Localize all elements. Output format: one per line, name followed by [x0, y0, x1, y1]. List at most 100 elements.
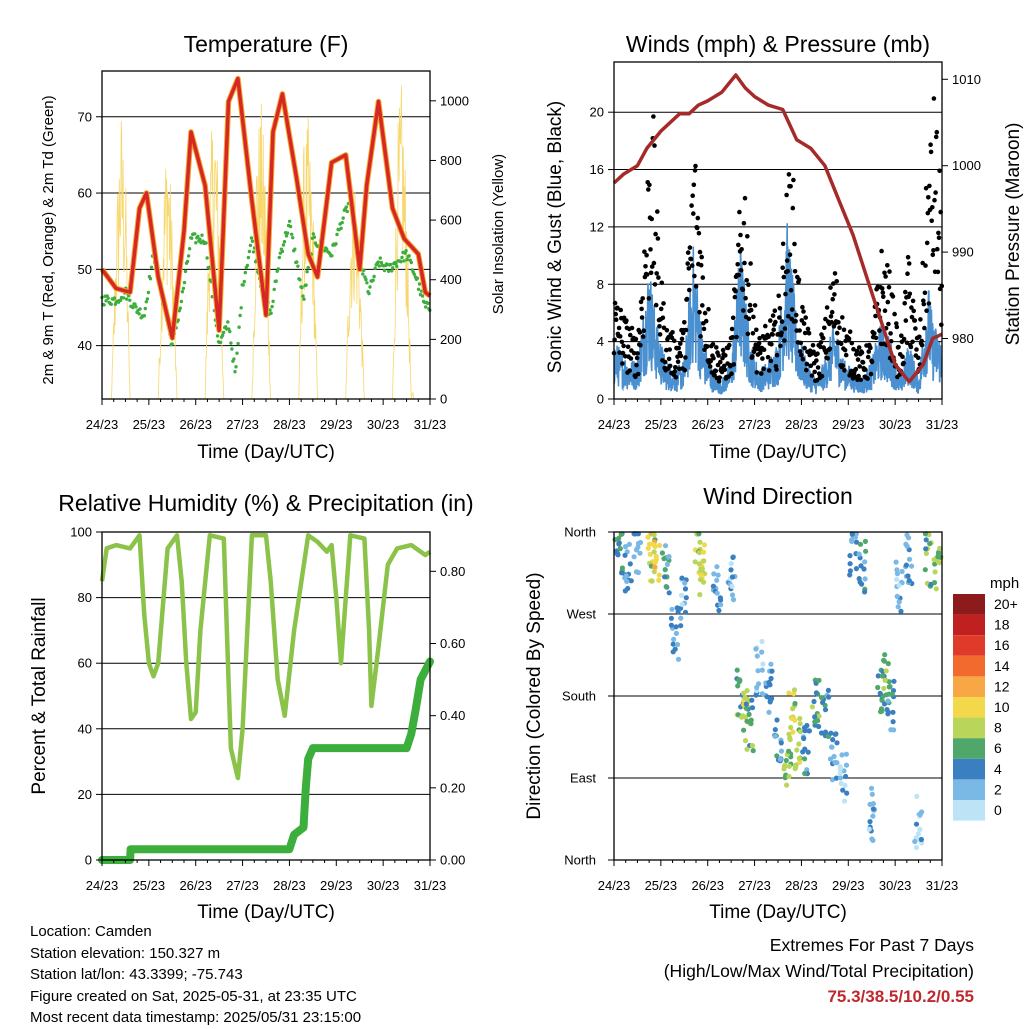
direction-point — [923, 550, 930, 557]
gust-point — [882, 270, 887, 276]
direction-point — [857, 541, 864, 547]
direction-point — [903, 562, 910, 568]
gust-point — [914, 347, 919, 352]
direction-point — [697, 592, 703, 598]
gust-point — [823, 350, 829, 355]
direction-point — [696, 550, 703, 556]
dewpoint-point — [230, 347, 234, 351]
gust-point — [638, 299, 644, 305]
direction-point — [659, 550, 666, 556]
direction-point — [682, 586, 689, 592]
direction-point — [895, 604, 901, 610]
direction-left-ticks: North East South West North — [562, 525, 614, 868]
legend-label: 16 — [994, 637, 1010, 653]
gust-point — [685, 261, 690, 266]
dewpoint-point — [301, 294, 305, 298]
dewpoint-point — [128, 298, 132, 302]
direction-point — [662, 543, 669, 549]
gust-point — [838, 341, 844, 347]
direction-point — [797, 715, 803, 722]
gust-point — [803, 315, 808, 320]
direction-point — [886, 679, 892, 685]
direction-point — [832, 759, 838, 766]
direction-point — [792, 700, 798, 707]
winds-x-tick-label: 31/23 — [926, 417, 959, 432]
gust-point — [643, 264, 648, 269]
gust-point — [820, 335, 826, 341]
direction-point — [862, 538, 869, 545]
direction-point — [843, 762, 850, 768]
direction-point — [909, 563, 915, 569]
dewpoint-point — [221, 330, 226, 335]
gust-point — [868, 371, 874, 377]
gust-point — [738, 267, 744, 273]
gust-point — [751, 349, 757, 355]
winds-title: Winds (mph) & Pressure (mb) — [626, 31, 930, 57]
gust-point — [901, 360, 906, 366]
dewpoint-point — [137, 312, 141, 316]
direction-point — [729, 574, 736, 580]
direction-point — [635, 540, 642, 547]
direction-point — [847, 561, 853, 567]
direction-point — [656, 572, 662, 578]
gust-point — [629, 325, 635, 331]
gust-point — [638, 342, 643, 348]
gust-point — [909, 314, 915, 320]
direction-point — [847, 553, 853, 559]
gust-point — [894, 321, 899, 326]
dewpoint-point — [300, 285, 304, 290]
legend-title: mph — [990, 575, 1019, 592]
dewpoint-point — [198, 237, 202, 241]
direction-point — [837, 775, 844, 781]
gust-point — [886, 284, 892, 290]
gust-point — [655, 209, 660, 214]
direction-point — [664, 561, 671, 568]
gust-point — [909, 305, 914, 310]
direction-point — [759, 649, 765, 655]
gust-point — [701, 326, 707, 332]
humidity-x-tick-label: 26/23 — [179, 878, 212, 893]
direction-point — [749, 743, 756, 749]
legend-swatch — [953, 758, 985, 780]
legend-swatch — [953, 614, 985, 636]
gust-point — [792, 269, 798, 274]
gust-point — [815, 351, 820, 357]
gust-point — [678, 341, 683, 346]
gust-point — [801, 321, 807, 326]
dewpoint-point — [142, 314, 146, 318]
humidity-y2-tick-label: 0.60 — [440, 636, 465, 651]
direction-x-tick-label: 29/23 — [832, 878, 865, 893]
gust-point — [908, 344, 914, 350]
direction-point — [772, 733, 778, 740]
gust-point — [759, 371, 764, 376]
direction-point — [768, 675, 774, 682]
gust-point — [905, 254, 911, 260]
direction-point — [652, 543, 658, 550]
direction-point — [847, 572, 853, 578]
direction-point — [849, 531, 855, 537]
gust-point — [714, 345, 719, 350]
direction-point — [645, 534, 651, 540]
dewpoint-point — [341, 216, 345, 220]
direction-point — [674, 641, 681, 648]
direction-point — [841, 798, 848, 804]
temperature-y-tick-label: 70 — [78, 109, 92, 124]
gust-point — [935, 269, 941, 275]
gust-point — [797, 349, 803, 354]
dewpoint-point — [220, 333, 225, 338]
dewpoint-point — [177, 309, 181, 313]
direction-point — [668, 615, 675, 621]
direction-point — [802, 756, 808, 762]
direction-point — [890, 719, 896, 725]
dewpoint-point — [390, 269, 394, 273]
dewpoint-point — [138, 307, 142, 311]
direction-point — [913, 844, 920, 851]
humidity-x-ticks: 24/23 25/23 26/23 27/23 28/23 29/23 30/23 31/23 — [86, 860, 446, 893]
direction-point — [796, 741, 802, 747]
dewpoint-point — [404, 249, 408, 253]
dewpoint-point — [424, 305, 428, 309]
winds-x-tick-label: 27/23 — [738, 417, 771, 432]
dewpoint-point — [148, 277, 153, 281]
gust-point — [802, 345, 807, 351]
winds-panel: Winds (mph) & Pressure (mb) 0 4 8 12 16 20 98… — [545, 31, 1024, 463]
